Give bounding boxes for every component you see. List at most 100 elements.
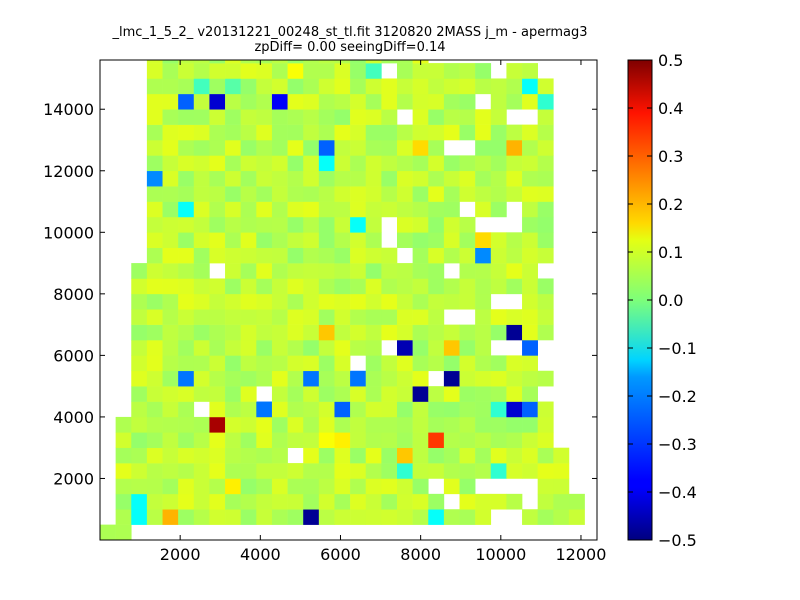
heatmap-cell bbox=[412, 232, 429, 248]
heatmap-cell bbox=[162, 170, 179, 187]
heatmap-cell bbox=[209, 60, 226, 64]
heatmap-cell bbox=[443, 447, 460, 464]
heatmap-cell bbox=[146, 386, 163, 402]
heatmap-cell bbox=[225, 78, 241, 95]
heatmap-cell bbox=[209, 186, 226, 202]
heatmap-cell bbox=[209, 63, 226, 79]
heatmap-cell bbox=[146, 186, 163, 202]
heatmap-cell bbox=[162, 386, 179, 402]
heatmap-cell bbox=[271, 124, 288, 141]
heatmap-cell bbox=[397, 401, 413, 418]
heatmap-cell bbox=[412, 309, 429, 325]
heatmap-cell bbox=[225, 324, 241, 341]
heatmap-cell bbox=[350, 493, 367, 510]
heatmap-cell bbox=[397, 509, 413, 525]
heatmap-cell bbox=[522, 324, 538, 341]
heatmap-cell bbox=[318, 155, 335, 172]
heatmap-cell bbox=[490, 355, 507, 372]
heatmap-cell bbox=[209, 416, 226, 433]
heatmap-cell bbox=[225, 124, 241, 141]
heatmap-cell bbox=[287, 370, 304, 387]
heatmap-cell bbox=[412, 370, 429, 387]
heatmap-cell bbox=[193, 109, 210, 125]
heatmap-cell bbox=[318, 263, 335, 279]
heatmap-cell bbox=[443, 109, 460, 125]
heatmap-cell bbox=[459, 93, 476, 110]
heatmap-cell bbox=[490, 309, 507, 325]
heatmap-cell bbox=[412, 263, 429, 279]
heatmap-cell bbox=[537, 493, 554, 510]
heatmap-cell bbox=[350, 324, 367, 341]
heatmap-cell bbox=[256, 509, 273, 525]
heatmap-cell bbox=[162, 370, 179, 387]
heatmap-cell bbox=[428, 386, 445, 402]
heatmap-cell bbox=[506, 386, 523, 402]
heatmap-cell bbox=[162, 401, 179, 418]
heatmap-cell bbox=[522, 401, 538, 418]
heatmap-cell bbox=[318, 140, 335, 156]
heatmap-cell bbox=[178, 63, 195, 79]
heatmap-cell bbox=[475, 186, 492, 202]
heatmap-cell bbox=[412, 278, 429, 295]
heatmap-cell bbox=[256, 60, 273, 64]
heatmap-cell bbox=[162, 201, 179, 218]
heatmap-cell bbox=[146, 247, 163, 264]
heatmap-cell bbox=[162, 140, 179, 156]
heatmap-cell bbox=[428, 124, 445, 141]
heatmap-cell bbox=[131, 340, 148, 356]
heatmap-cell bbox=[318, 124, 335, 141]
heatmap-cell bbox=[318, 447, 335, 464]
heatmap-cell bbox=[459, 509, 476, 525]
heatmap-cell bbox=[443, 201, 460, 218]
heatmap-cell bbox=[162, 278, 179, 295]
heatmap-cell bbox=[334, 463, 351, 479]
heatmap-cell bbox=[537, 432, 554, 448]
heatmap-cell bbox=[178, 509, 195, 525]
heatmap-cell bbox=[193, 186, 210, 202]
heatmap-cell bbox=[490, 140, 507, 156]
heatmap-cell bbox=[209, 401, 226, 418]
heatmap-cell bbox=[428, 278, 445, 295]
heatmap-cell bbox=[350, 170, 367, 187]
heatmap-cell bbox=[209, 201, 226, 218]
heatmap-cell bbox=[271, 463, 288, 479]
y-tick-label: 10000 bbox=[43, 223, 94, 242]
heatmap-cell bbox=[318, 278, 335, 295]
heatmap-cell bbox=[240, 278, 257, 295]
heatmap-cell bbox=[475, 201, 492, 218]
heatmap-cell bbox=[506, 432, 523, 448]
heatmap-cell bbox=[459, 278, 476, 295]
heatmap-cell bbox=[334, 201, 351, 218]
chart-title-line-1: _lmc_1_5_2_ v20131221_00248_st_tl.fit 31… bbox=[112, 25, 588, 40]
heatmap-cell bbox=[475, 416, 492, 433]
heatmap-cell bbox=[443, 155, 460, 172]
heatmap-cell bbox=[506, 140, 523, 156]
heatmap-cell bbox=[193, 309, 210, 325]
heatmap-cell bbox=[209, 124, 226, 141]
heatmap-cell bbox=[271, 60, 288, 64]
heatmap-cell bbox=[365, 309, 382, 325]
heatmap-cell bbox=[115, 493, 132, 510]
heatmap-cell bbox=[522, 355, 538, 372]
x-tick-label: 6000 bbox=[320, 545, 361, 564]
heatmap-cell bbox=[334, 140, 351, 156]
heatmap-cell bbox=[459, 478, 476, 495]
heatmap-cell bbox=[256, 186, 273, 202]
heatmap-cell bbox=[131, 447, 148, 464]
heatmap-cell bbox=[443, 216, 460, 233]
heatmap-cell bbox=[490, 432, 507, 448]
x-tick-label: 12000 bbox=[556, 545, 607, 564]
heatmap-cell bbox=[303, 263, 320, 279]
heatmap-cell bbox=[412, 493, 429, 510]
heatmap-cell bbox=[162, 78, 179, 95]
heatmap-cell bbox=[256, 247, 273, 264]
heatmap-cell bbox=[397, 416, 413, 433]
heatmap-cell bbox=[443, 370, 460, 387]
heatmap-cell bbox=[256, 293, 273, 310]
heatmap-cell bbox=[287, 509, 304, 525]
heatmap-cell bbox=[225, 109, 241, 125]
heatmap-cell bbox=[256, 216, 273, 233]
heatmap-cell bbox=[428, 186, 445, 202]
heatmap-cell bbox=[475, 463, 492, 479]
heatmap-cell bbox=[350, 247, 367, 264]
